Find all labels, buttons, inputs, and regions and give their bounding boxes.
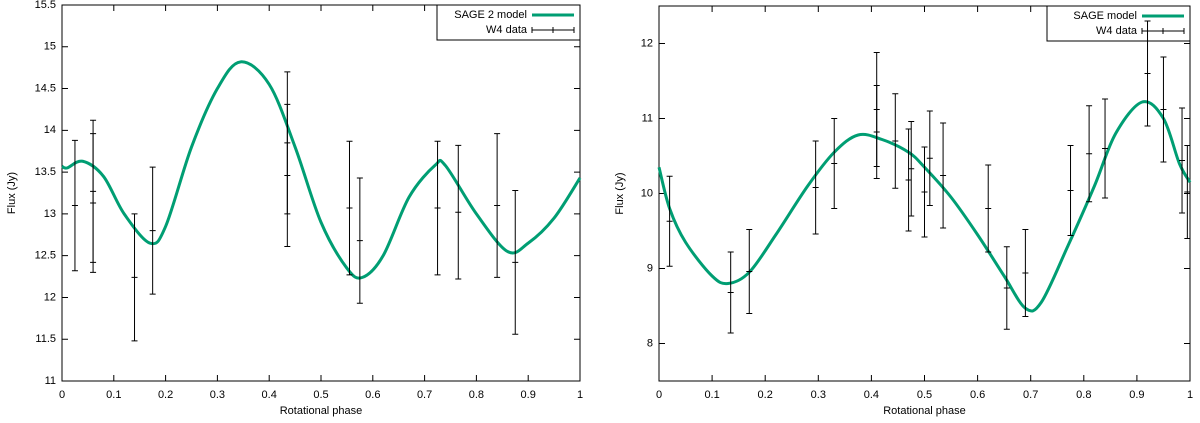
x-tick-label: 0.4: [864, 389, 879, 401]
y-tick-label: 12: [641, 37, 653, 49]
legend-swatch: [1141, 28, 1185, 34]
x-tick-label: 0.6: [970, 389, 985, 401]
error-bar: [873, 85, 880, 179]
y-tick-label: 13: [44, 208, 56, 220]
error-bar: [727, 251, 734, 334]
error-bar: [812, 140, 819, 235]
x-tick-label: 0.8: [469, 389, 484, 401]
error-bar: [356, 177, 363, 304]
error-bar: [1160, 56, 1167, 163]
x-tick-label: 0.7: [417, 389, 432, 401]
x-tick-label: 0.9: [1129, 389, 1144, 401]
x-tick-label: 0.5: [313, 389, 328, 401]
y-tick-label: 12: [44, 291, 56, 303]
error-bar: [666, 175, 673, 267]
x-tick-label: 0.4: [262, 389, 277, 401]
error-bar: [1003, 246, 1010, 330]
y-tick-label: 15: [44, 41, 56, 53]
y-tick-label: 9: [647, 262, 653, 274]
x-tick-label: 0.6: [365, 389, 380, 401]
x-tick-label: 0.9: [521, 389, 536, 401]
error-bar: [1179, 107, 1186, 214]
y-tick-label: 14.5: [35, 82, 56, 94]
y-tick-label: 15.5: [35, 0, 56, 11]
error-bar: [1067, 145, 1074, 236]
x-tick-label: 0.1: [106, 389, 121, 401]
x-axis-title: Rotational phase: [883, 405, 966, 417]
model-line: [61, 60, 582, 280]
x-tick-label: 0.3: [811, 389, 826, 401]
x-tick-label: 0.7: [1023, 389, 1038, 401]
error-bar: [1102, 98, 1109, 199]
x-axis-title: Rotational phase: [280, 405, 363, 417]
error-bar: [149, 166, 156, 295]
x-tick-label: 1: [1187, 389, 1193, 401]
error-bar: [346, 140, 353, 276]
x-tick-label: 0: [59, 389, 65, 401]
error-bar: [892, 93, 899, 189]
y-axis-title: Flux (Jy): [6, 172, 18, 214]
legend-box: [436, 4, 581, 41]
y-tick-label: 11: [642, 112, 653, 124]
error-bar: [1086, 105, 1093, 203]
legend-label: SAGE model: [1073, 10, 1137, 22]
legend-swatch: [531, 27, 575, 33]
x-tick-label: 0.1: [704, 389, 719, 401]
y-tick-label: 13.5: [35, 166, 56, 178]
error-bar: [1022, 229, 1029, 317]
y-tick-label: 12.5: [35, 250, 56, 262]
error-bar: [926, 110, 933, 206]
x-tick-label: 0.5: [917, 389, 932, 401]
x-tick-label: 0.2: [758, 389, 773, 401]
legend-box: [1046, 5, 1191, 42]
error-bar: [921, 146, 928, 238]
y-tick-label: 8: [647, 337, 653, 349]
x-tick-label: 0.3: [210, 389, 225, 401]
error-bar: [746, 229, 753, 314]
error-bar: [131, 213, 138, 342]
error-bar: [512, 189, 519, 335]
error-bar: [940, 122, 947, 229]
y-tick-label: 11: [45, 375, 56, 387]
x-tick-label: 0: [656, 389, 662, 401]
error-bar: [1184, 145, 1191, 239]
error-bar: [71, 139, 78, 272]
legend-label: W4 data: [1096, 25, 1138, 37]
error-bar: [905, 128, 912, 232]
legend-label: SAGE 2 model: [454, 9, 527, 21]
error-bar: [494, 133, 501, 278]
y-tick-label: 10: [641, 187, 653, 199]
error-bar: [434, 140, 441, 276]
error-bar: [831, 118, 838, 209]
error-bar: [985, 164, 992, 253]
error-bar: [1144, 20, 1151, 127]
error-bar: [284, 71, 291, 215]
x-tick-label: 0.8: [1076, 389, 1091, 401]
x-tick-label: 0.2: [158, 389, 173, 401]
y-axis-title: Flux (Jy): [614, 172, 626, 214]
x-tick-label: 1: [577, 389, 583, 401]
y-tick-label: 14: [44, 124, 56, 136]
error-bar: [908, 121, 915, 217]
legend-label: W4 data: [486, 24, 528, 36]
error-bar: [455, 144, 462, 280]
plot-frame: [61, 4, 581, 382]
error-bar: [90, 133, 97, 273]
y-tick-label: 11.5: [35, 333, 56, 345]
